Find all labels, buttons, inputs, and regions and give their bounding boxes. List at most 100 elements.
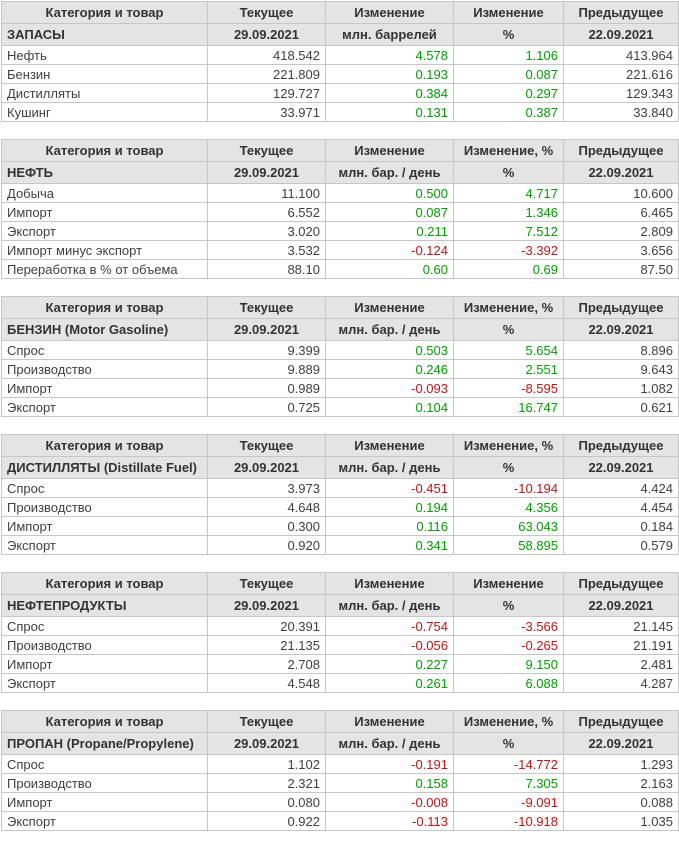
change-value: 0.116	[325, 516, 454, 536]
table-row: Импорт 0.300 0.116 63.043 0.184	[1, 516, 679, 536]
current-value: 9.889	[207, 359, 326, 379]
row-label: Экспорт	[1, 811, 208, 831]
table-row: Экспорт 4.548 0.261 6.088 4.287	[1, 673, 679, 693]
change-value: 0.341	[325, 535, 454, 555]
change-value: 0.261	[325, 673, 454, 693]
row-label: Импорт минус экспорт	[1, 240, 208, 260]
table-row: Импорт минус экспорт 3.532 -0.124 -3.392 3.6…	[1, 240, 679, 260]
previous-date: 22.09.2021	[563, 594, 679, 617]
percent-sign: %	[453, 23, 564, 46]
table-title: ДИСТИЛЛЯТЫ (Distillate Fuel)	[1, 456, 208, 479]
change-pct-value: -3.392	[453, 240, 564, 260]
col-header-previous: Предыдущее	[563, 710, 679, 733]
col-header-current: Текущее	[207, 710, 326, 733]
table-row: Спрос 1.102 -0.191 -14.772 1.293	[1, 754, 679, 774]
table-title-row: ДИСТИЛЛЯТЫ (Distillate Fuel) 29.09.2021 мл…	[1, 456, 679, 479]
col-header-previous: Предыдущее	[563, 296, 679, 319]
row-label: Производство	[1, 635, 208, 655]
row-label: Кушинг	[1, 102, 208, 122]
change-pct-value: -9.091	[453, 792, 564, 812]
table-title-row: НЕФТЕПРОДУКТЫ 29.09.2021 млн. бар. / день%…	[1, 594, 679, 617]
previous-value: 9.643	[563, 359, 679, 379]
statistics-report: Категория и товар Текущее Изменение Изменен…	[1, 1, 679, 831]
change-value: -0.008	[325, 792, 454, 812]
change-pct-value: 1.346	[453, 202, 564, 222]
previous-value: 3.656	[563, 240, 679, 260]
col-header-change-pct: Изменение, %	[453, 139, 564, 162]
table-row: Импорт 0.080 -0.008 -9.091 0.088	[1, 792, 679, 812]
row-label: Добыча	[1, 183, 208, 203]
change-pct-value: 58.895	[453, 535, 564, 555]
current-value: 20.391	[207, 616, 326, 636]
change-units: млн. бар. / день	[325, 318, 454, 341]
propane-table: Категория и товар Текущее Изменение Изменен…	[1, 710, 679, 831]
row-label: Спрос	[1, 754, 208, 774]
change-value: 0.503	[325, 340, 454, 360]
current-value: 3.532	[207, 240, 326, 260]
distillates-table: Категория и товар Текущее Изменение Изменен…	[1, 434, 679, 555]
change-pct-value: 6.088	[453, 673, 564, 693]
col-header-current: Текущее	[207, 139, 326, 162]
col-header-category: Категория и товар	[1, 572, 208, 595]
current-date: 29.09.2021	[207, 318, 326, 341]
change-value: -0.124	[325, 240, 454, 260]
current-value: 3.020	[207, 221, 326, 241]
previous-value: 21.191	[563, 635, 679, 655]
change-value: -0.056	[325, 635, 454, 655]
current-value: 0.300	[207, 516, 326, 536]
table-row: Экспорт 3.020 0.211 7.512 2.809	[1, 221, 679, 241]
current-value: 0.989	[207, 378, 326, 398]
col-header-current: Текущее	[207, 434, 326, 457]
current-value: 2.708	[207, 654, 326, 674]
column-header-row: Категория и товар Текущее Изменение Изменен…	[1, 296, 679, 319]
table-row: Спрос 20.391 -0.754 -3.566 21.145	[1, 616, 679, 636]
change-pct-value: 0.69	[453, 259, 564, 279]
table-row: Производство 2.321 0.158 7.305 2.163	[1, 773, 679, 793]
table-row: Производство 4.648 0.194 4.356 4.454	[1, 497, 679, 517]
change-pct-value: 0.387	[453, 102, 564, 122]
col-header-previous: Предыдущее	[563, 572, 679, 595]
change-pct-value: -10.918	[453, 811, 564, 831]
row-label: Производство	[1, 497, 208, 517]
row-label: Экспорт	[1, 535, 208, 555]
previous-value: 1.035	[563, 811, 679, 831]
change-value: 0.500	[325, 183, 454, 203]
current-value: 2.321	[207, 773, 326, 793]
col-header-change: Изменение	[325, 1, 454, 24]
col-header-category: Категория и товар	[1, 434, 208, 457]
change-value: 0.211	[325, 221, 454, 241]
previous-value: 129.343	[563, 83, 679, 103]
current-value: 0.725	[207, 397, 326, 417]
previous-value: 4.424	[563, 478, 679, 498]
change-value: 0.158	[325, 773, 454, 793]
row-label: Спрос	[1, 478, 208, 498]
gasoline-table: Категория и товар Текущее Изменение Изменен…	[1, 296, 679, 417]
table-row: Экспорт 0.922 -0.113 -10.918 1.035	[1, 811, 679, 831]
change-pct-value: 7.305	[453, 773, 564, 793]
current-date: 29.09.2021	[207, 594, 326, 617]
current-date: 29.09.2021	[207, 456, 326, 479]
previous-value: 10.600	[563, 183, 679, 203]
table-row: Спрос 9.399 0.503 5.654 8.896	[1, 340, 679, 360]
row-label: Импорт	[1, 378, 208, 398]
table-row: Нефть 418.542 4.578 1.106 413.964	[1, 45, 679, 65]
previous-value: 1.082	[563, 378, 679, 398]
change-pct-value: -14.772	[453, 754, 564, 774]
change-pct-value: 0.297	[453, 83, 564, 103]
change-units: млн. бар. / день	[325, 732, 454, 755]
previous-value: 413.964	[563, 45, 679, 65]
current-value: 221.809	[207, 64, 326, 84]
col-header-change-pct: Изменение, %	[453, 434, 564, 457]
row-label: Спрос	[1, 616, 208, 636]
crude-oil-table: Категория и товар Текущее Изменение Изменен…	[1, 139, 679, 279]
table-row: Производство 21.135 -0.056 -0.265 21.191	[1, 635, 679, 655]
table-title-row: НЕФТЬ 29.09.2021 млн. бар. / день% 22.09.20…	[1, 161, 679, 184]
petroleum-products-table: Категория и товар Текущее Изменение Изменен…	[1, 572, 679, 693]
change-value: 0.194	[325, 497, 454, 517]
column-header-row: Категория и товар Текущее Изменение Изменен…	[1, 572, 679, 595]
previous-value: 2.481	[563, 654, 679, 674]
previous-value: 8.896	[563, 340, 679, 360]
table-title-row: БЕНЗИН (Motor Gasoline) 29.09.2021 млн. ба…	[1, 318, 679, 341]
previous-date: 22.09.2021	[563, 318, 679, 341]
previous-value: 1.293	[563, 754, 679, 774]
